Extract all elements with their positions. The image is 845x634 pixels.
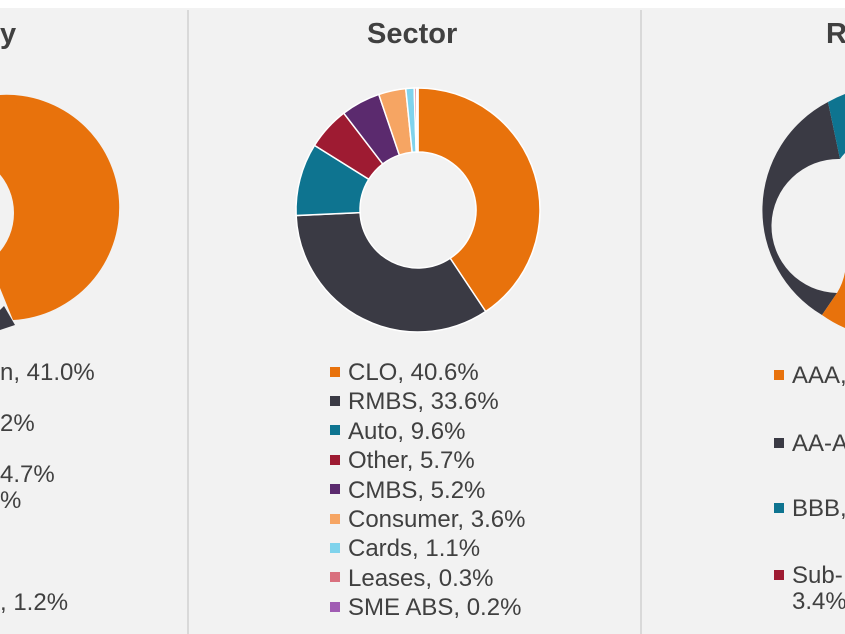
legend-item-other: Other, 5.7% (330, 448, 475, 474)
legend-label: Cards, 1.1% (348, 535, 481, 563)
legend-label: Other, 5.7% (348, 447, 475, 475)
legend-label: BBB, (792, 495, 845, 522)
right-panel-title-fragment: R (826, 18, 845, 50)
right-donut (762, 94, 845, 328)
legend-swatch (774, 502, 784, 513)
panel-divider-right (640, 10, 642, 634)
legend-label: Leases, 0.3% (348, 564, 494, 592)
legend-swatch (330, 484, 340, 495)
top-border (0, 0, 845, 8)
right-legend: AAA, AA-A BBB, Sub- 3.4% (774, 363, 845, 623)
sector-chart-panel: Sector CLO, 40.6% RMBS, 33.6% Auto, 9.6% Ot… (189, 0, 640, 634)
legend-swatch (330, 454, 340, 465)
legend-label: Sub- (792, 562, 843, 589)
legend-swatch (330, 572, 340, 583)
legend-swatch (774, 369, 784, 380)
legend-swatch (330, 396, 340, 407)
legend-label: SME ABS, 0.2% (348, 594, 522, 622)
legend-swatch (330, 366, 340, 377)
panel-divider-left (187, 10, 189, 634)
legend-item-sme-abs: SME ABS, 0.2% (330, 595, 521, 621)
donut-slice-rmbs (295, 211, 487, 333)
right-donut-teal-slice (828, 94, 845, 159)
left-donut-dark-slice (0, 306, 15, 330)
donut-slice-sme-abs (415, 87, 419, 153)
legend-swatch (330, 601, 340, 612)
right-chart-panel: R AAA, AA-A BBB, Sub- 3.4% (642, 0, 845, 634)
legend-label: AA-A (792, 430, 845, 457)
right-legend-item: BBB, (774, 496, 845, 522)
legend-label: Auto, 9.6% (348, 417, 466, 445)
left-chart-panel: y n, 41.0% 2% 4.7% % , 1.2% (0, 0, 187, 634)
right-donut-dark-slice (762, 102, 840, 315)
legend-item-clo: CLO, 40.6% (330, 360, 479, 386)
legend-label: 3.4% (792, 588, 845, 615)
legend-item-auto: Auto, 9.6% (330, 417, 466, 445)
left-legend-fragment-1: n, 41.0% (0, 359, 95, 386)
legend-label: AAA, (792, 362, 845, 389)
legend-item-rmbs: RMBS, 33.6% (330, 389, 499, 415)
left-donut (0, 94, 120, 330)
legend-swatch (774, 437, 784, 448)
legend-label: CLO, 40.6% (348, 359, 479, 386)
right-legend-item: Sub- (774, 563, 843, 589)
legend-swatch (774, 569, 784, 580)
right-donut-orange-slice (822, 272, 845, 328)
donut-slice-clo (417, 87, 541, 313)
right-legend-item-continued: 3.4% (792, 589, 845, 615)
left-legend-fragment-3: 4.7% (0, 461, 55, 488)
left-donut-orange-body (0, 95, 75, 305)
legend-label: Consumer, 3.6% (348, 506, 526, 533)
legend-label: RMBS, 33.6% (348, 388, 499, 416)
legend-item-leases: Leases, 0.3% (330, 564, 494, 592)
left-donut-hole (0, 174, 14, 252)
sector-donut-chart (295, 87, 541, 333)
legend-label: CMBS, 5.2% (348, 476, 486, 504)
legend-swatch (330, 425, 340, 436)
left-legend-fragment-2: 2% (0, 410, 35, 437)
left-panel-title-fragment: y (0, 18, 17, 50)
left-legend-fragment-4: % (0, 487, 22, 514)
legend-swatch (330, 513, 340, 524)
sector-chart-title: Sector (367, 18, 458, 50)
right-legend-item: AAA, (774, 363, 845, 389)
sector-legend: CLO, 40.6% RMBS, 33.6% Auto, 9.6% Other, 5.… (330, 360, 630, 630)
legend-item-consumer: Consumer, 3.6% (330, 507, 525, 533)
legend-item-cmbs: CMBS, 5.2% (330, 476, 486, 504)
legend-swatch (330, 543, 340, 554)
left-legend-fragment-5: , 1.2% (0, 589, 69, 616)
legend-item-cards: Cards, 1.1% (330, 536, 480, 562)
right-legend-item: AA-A (774, 431, 845, 457)
